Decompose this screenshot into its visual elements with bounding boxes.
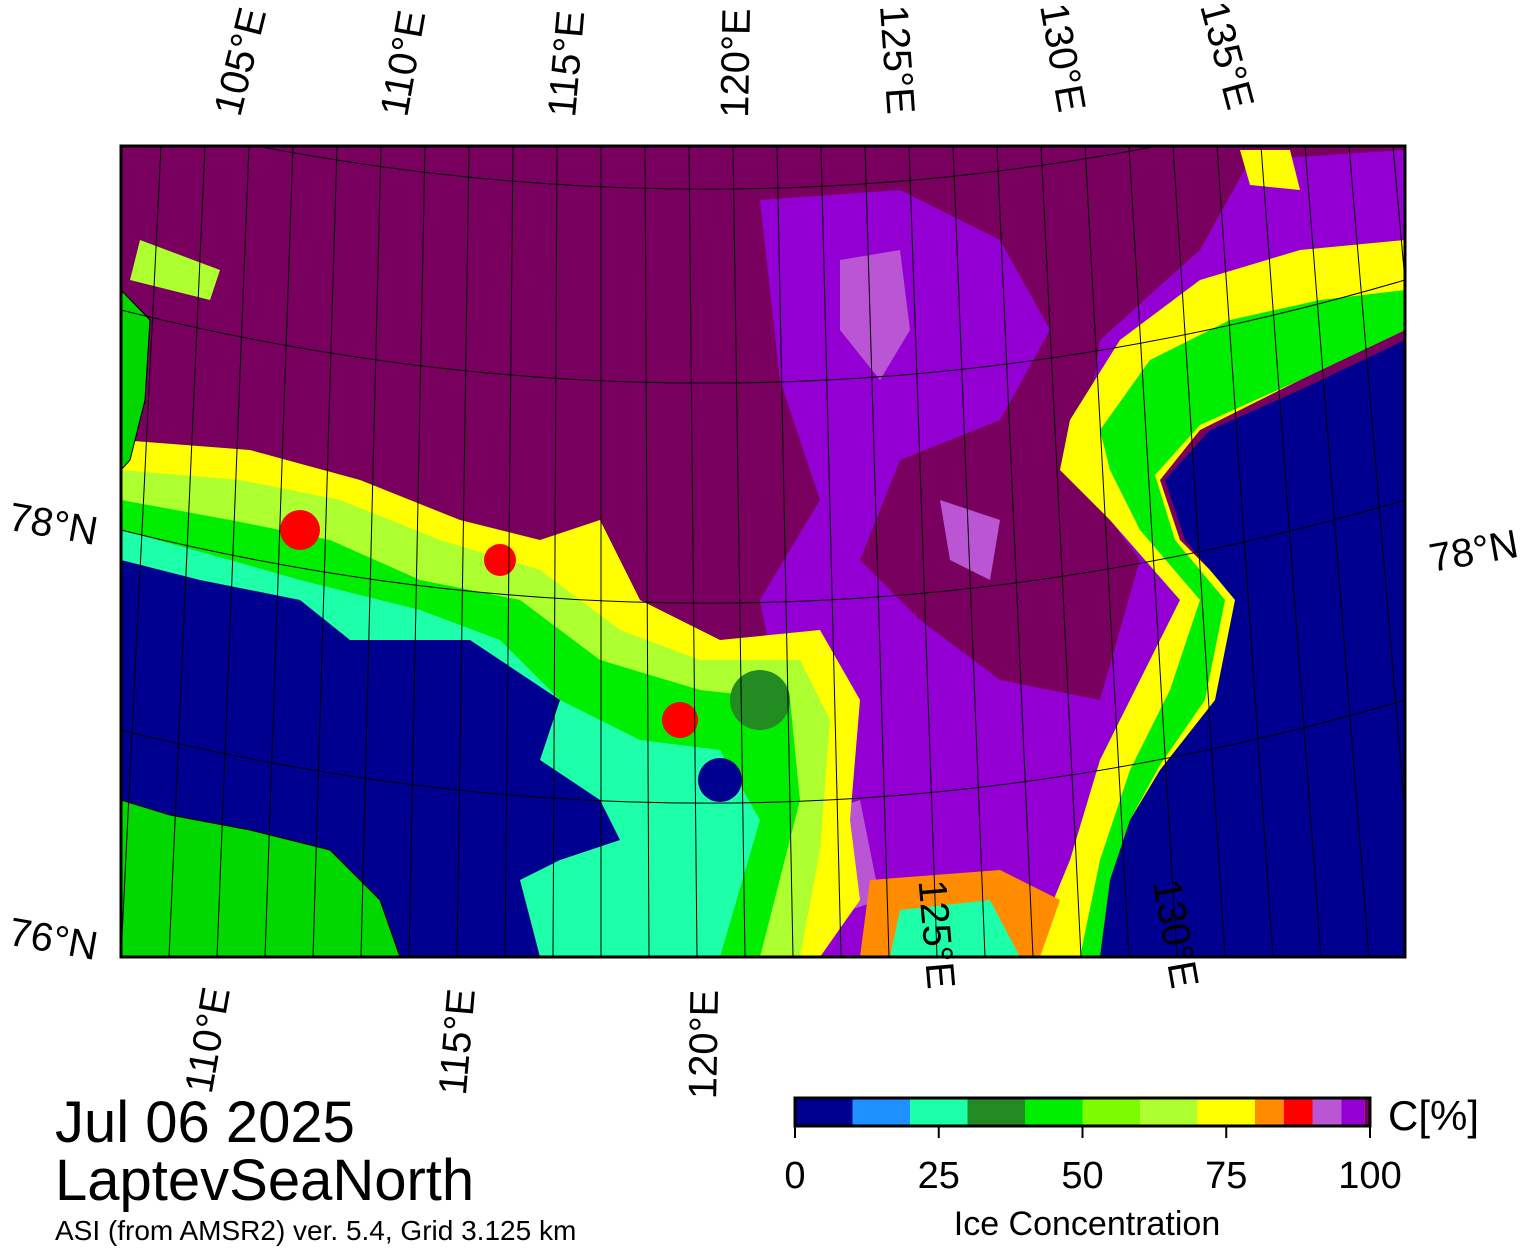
date: Jul 06 2025 <box>55 1090 355 1155</box>
meridian <box>1128 146 1178 957</box>
region: LaptevSeaNorth <box>55 1148 474 1213</box>
colorbar-tick-label: 0 <box>784 1155 805 1197</box>
meridian <box>864 146 890 957</box>
coordinate-label: 135°E <box>1191 0 1262 114</box>
meridian <box>820 146 842 957</box>
colorbar-bin <box>852 1098 910 1126</box>
coordinate-label: 125°E <box>871 4 923 116</box>
colorbar-tick-label: 75 <box>1205 1155 1247 1197</box>
colorbar-bin <box>1341 1098 1365 1126</box>
meridian <box>1216 146 1274 957</box>
coordinate-label: 105°E <box>206 3 275 120</box>
parallel <box>121 499 1405 604</box>
coordinate-label: 76°N <box>5 910 101 969</box>
parallel <box>121 699 1405 804</box>
meridian <box>216 146 250 957</box>
meridian <box>908 146 938 957</box>
meridian <box>1040 146 1082 957</box>
coordinate-label: 110°E <box>373 7 435 119</box>
colorbar-tick-label: 100 <box>1338 1155 1401 1197</box>
coordinate-label: 130°E <box>1031 0 1093 115</box>
meridian <box>25 146 73 957</box>
meridian <box>996 146 1034 957</box>
meridian <box>552 146 558 957</box>
coordinate-label: 78°N <box>1426 522 1522 581</box>
meridian <box>0 146 29 957</box>
meridian <box>732 146 746 957</box>
coordinate-label: 78°N <box>5 495 101 554</box>
subtitle: ASI (from AMSR2) ver. 5.4, Grid 3.125 km <box>55 1215 576 1246</box>
parallel <box>254 146 1161 190</box>
meridian <box>360 146 382 957</box>
meridian <box>1084 146 1130 957</box>
colorbar-label: Ice Concentration <box>954 1205 1221 1243</box>
coordinate-label: 110°E <box>177 984 239 1096</box>
parallel <box>121 279 1405 384</box>
colorbar-bin <box>1312 1098 1342 1126</box>
colorbar-bin <box>1255 1098 1284 1126</box>
meridian <box>1260 146 1322 957</box>
meridian <box>121 146 162 957</box>
meridian <box>312 146 338 957</box>
colorbar-unit: C[%] <box>1388 1092 1479 1139</box>
coordinate-label: 115°E <box>540 9 593 119</box>
colorbar-bin <box>1197 1098 1255 1126</box>
colorbar-bin <box>910 1098 968 1126</box>
meridian <box>73 146 117 957</box>
colorbar-tick-label: 50 <box>1061 1155 1103 1197</box>
colorbar-bin <box>795 1098 853 1126</box>
meridian <box>168 146 206 957</box>
meridian <box>688 146 698 957</box>
meridian <box>264 146 294 957</box>
map-frame <box>119 144 1407 959</box>
coordinate-label: 120°E <box>681 989 727 1099</box>
meridian <box>1348 146 1405 820</box>
meridian <box>1304 146 1370 957</box>
meridian <box>504 146 514 957</box>
map-field <box>0 146 1405 957</box>
meridian <box>408 146 426 957</box>
meridian <box>456 146 470 957</box>
colorbar-tick-label: 25 <box>918 1155 960 1197</box>
colorbar-bin <box>1082 1098 1140 1126</box>
meridian <box>776 146 794 957</box>
colorbar-bin <box>1364 1098 1370 1126</box>
coordinate-label: 120°E <box>713 8 759 118</box>
colorbar-bin <box>1140 1098 1198 1126</box>
colorbar-bin <box>1283 1098 1313 1126</box>
meridian <box>952 146 986 957</box>
coordinate-label: 115°E <box>431 987 484 1097</box>
coordinate-label: 125°E <box>909 878 962 991</box>
colorbar-bin <box>1025 1098 1083 1126</box>
colorbar-bin <box>967 1098 1025 1126</box>
meridian <box>644 146 650 957</box>
